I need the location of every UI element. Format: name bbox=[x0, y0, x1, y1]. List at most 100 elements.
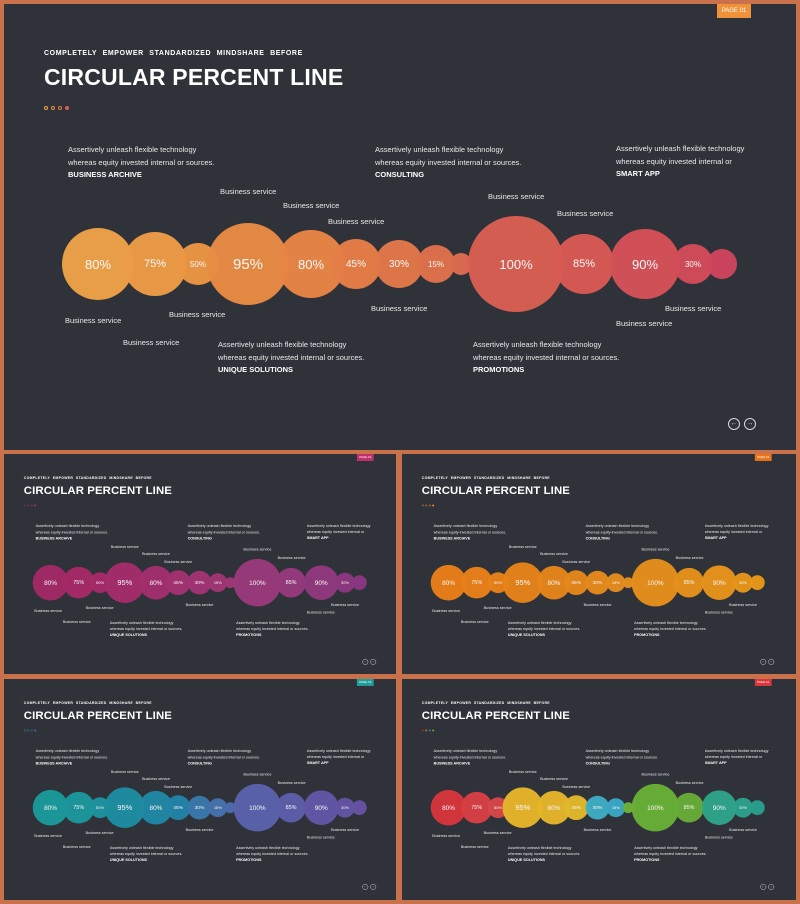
percent-circle bbox=[707, 249, 737, 279]
slide-title: CIRCULAR PERCENT LINE bbox=[421, 483, 570, 497]
percent-circle: 80% bbox=[430, 564, 467, 601]
prev-arrow-icon[interactable]: ← bbox=[728, 418, 740, 430]
next-arrow-icon[interactable]: → bbox=[370, 658, 377, 665]
dot-icon bbox=[425, 729, 428, 732]
decorative-dots bbox=[421, 729, 435, 732]
decorative-dots bbox=[23, 504, 37, 507]
description-heading: SMART APP bbox=[704, 760, 727, 766]
slide-title: CIRCULAR PERCENT LINE bbox=[421, 708, 570, 722]
description-text: Assertively unleash flexible technology … bbox=[306, 748, 371, 759]
description-heading: CONSULTING bbox=[375, 170, 425, 179]
percent-circle bbox=[749, 575, 765, 591]
description-heading: SMART APP bbox=[306, 535, 329, 541]
description-block: Assertively unleash flexible technology … bbox=[307, 523, 376, 542]
description-text: Assertively unleash flexible technology … bbox=[433, 523, 507, 535]
prev-arrow-icon[interactable]: ← bbox=[760, 658, 767, 665]
service-label: Business service bbox=[34, 833, 63, 838]
dot-icon bbox=[51, 106, 55, 110]
service-label: Business service bbox=[328, 217, 385, 226]
service-label: Business service bbox=[432, 833, 461, 838]
description-heading: UNIQUE SOLUTIONS bbox=[218, 365, 294, 374]
percent-circle: 30% bbox=[375, 240, 423, 288]
description-heading: PROMOTIONS bbox=[634, 632, 660, 638]
description-text: Assertively unleash flexible technology … bbox=[306, 523, 371, 534]
slide-thumb-2[interactable]: PAGE 01 COMPLETELY EMPOWER STANDARDIZED M… bbox=[402, 454, 796, 674]
service-label: Business service bbox=[729, 827, 757, 832]
slide-eyebrow: COMPLETELY EMPOWER STANDARDIZED MINDSHAR… bbox=[23, 476, 152, 481]
service-label: Business service bbox=[331, 827, 359, 832]
percent-circle: 45% bbox=[165, 570, 191, 596]
percent-circle: 85% bbox=[276, 567, 306, 598]
circle-line: 80% 75% 50% 95% 80% 45% 30% 15% 100% 85% 90% 30% bbox=[4, 679, 396, 900]
description-block: Assertively unleash flexible technology … bbox=[188, 748, 262, 767]
dot-icon bbox=[30, 504, 33, 507]
next-arrow-icon[interactable]: → bbox=[768, 658, 775, 665]
slide-thumb-4[interactable]: PAGE 01 COMPLETELY EMPOWER STANDARDIZED M… bbox=[402, 679, 796, 900]
description-text: Assertively unleash flexible technology … bbox=[704, 748, 769, 759]
percent-circle: 85% bbox=[674, 567, 704, 598]
description-text: Assertively unleash flexible technology … bbox=[634, 845, 707, 856]
description-heading: CONSULTING bbox=[585, 761, 610, 766]
next-arrow-icon[interactable]: → bbox=[744, 418, 756, 430]
percent-circle bbox=[351, 800, 367, 816]
dot-icon bbox=[432, 729, 435, 732]
page-badge: PAGE 01 bbox=[717, 4, 751, 18]
service-label: Business service bbox=[331, 602, 359, 607]
description-heading: PROMOTIONS bbox=[236, 632, 262, 638]
description-heading: BUSINESS ARCHIVE bbox=[433, 761, 471, 766]
percent-circle: 30% bbox=[673, 244, 713, 284]
service-label: Business service bbox=[277, 555, 306, 560]
service-label: Business service bbox=[283, 201, 340, 210]
percent-circle: 100% bbox=[233, 783, 282, 832]
prev-arrow-icon[interactable]: ← bbox=[362, 658, 369, 665]
description-block: Assertively unleash flexible technology … bbox=[110, 620, 184, 639]
next-arrow-icon[interactable]: → bbox=[768, 883, 775, 890]
dot-icon bbox=[425, 504, 428, 507]
percent-circle: 90% bbox=[610, 229, 680, 299]
slide-thumb-1[interactable]: PAGE 01 COMPLETELY EMPOWER STANDARDIZED M… bbox=[4, 454, 396, 674]
percent-circle: 90% bbox=[701, 565, 737, 600]
description-block: Assertively unleash flexible technology … bbox=[586, 748, 660, 767]
prev-arrow-icon[interactable]: ← bbox=[362, 883, 369, 890]
prev-arrow-icon[interactable]: ← bbox=[760, 883, 767, 890]
percent-circle bbox=[450, 253, 472, 275]
percent-circle: 85% bbox=[276, 792, 306, 823]
description-block: Assertively unleash flexible technology … bbox=[508, 845, 582, 864]
description-block: Assertively unleash flexible technology … bbox=[634, 620, 708, 639]
page-badge: PAGE 01 bbox=[754, 454, 772, 461]
percent-circle bbox=[224, 802, 236, 814]
percent-circle bbox=[351, 575, 367, 591]
decorative-dots bbox=[44, 106, 69, 110]
service-label: Business service bbox=[142, 776, 170, 781]
description-text: Assertively unleash flexible technology … bbox=[585, 523, 659, 535]
dot-icon bbox=[30, 729, 33, 732]
dot-icon bbox=[432, 504, 435, 507]
percent-circle: 80% bbox=[32, 789, 69, 826]
percent-circle: 85% bbox=[674, 792, 704, 823]
description-heading: BUSINESS ARCHIVE bbox=[68, 170, 142, 179]
dot-icon bbox=[23, 504, 26, 507]
description-block: Assertively unleash flexible technology … bbox=[36, 748, 110, 767]
dot-icon bbox=[27, 504, 30, 507]
description-block: Assertively unleash flexible technology … bbox=[236, 620, 310, 639]
next-arrow-icon[interactable]: → bbox=[370, 883, 377, 890]
description-text: Assertively unleash flexible technology … bbox=[109, 620, 183, 631]
dot-icon bbox=[428, 504, 431, 507]
service-label: Business service bbox=[641, 547, 670, 552]
service-label: Business service bbox=[483, 830, 512, 835]
percent-circle: 95% bbox=[104, 787, 146, 828]
service-label: Business service bbox=[306, 609, 335, 615]
description-block: Assertively unleash flexible technology … bbox=[307, 748, 376, 767]
service-label: Business service bbox=[675, 780, 704, 785]
page-badge: PAGE 01 bbox=[754, 679, 772, 686]
page-badge: PAGE 01 bbox=[356, 679, 374, 686]
service-label: Business service bbox=[306, 834, 335, 840]
service-label: Business service bbox=[562, 784, 591, 789]
description-block: Assertively unleash flexible technology … bbox=[634, 845, 708, 864]
circle-line: 80% 75% 50% 95% 80% 45% 30% 15% 100% 85% 90% 30% bbox=[4, 4, 796, 450]
description-block: Assertively unleash flexible technology … bbox=[36, 523, 110, 542]
description-heading: CONSULTING bbox=[187, 761, 212, 766]
slide-thumb-3[interactable]: PAGE 01 COMPLETELY EMPOWER STANDARDIZED M… bbox=[4, 679, 396, 900]
description-heading: UNIQUE SOLUTIONS bbox=[507, 857, 546, 863]
service-label: Business service bbox=[540, 551, 568, 556]
